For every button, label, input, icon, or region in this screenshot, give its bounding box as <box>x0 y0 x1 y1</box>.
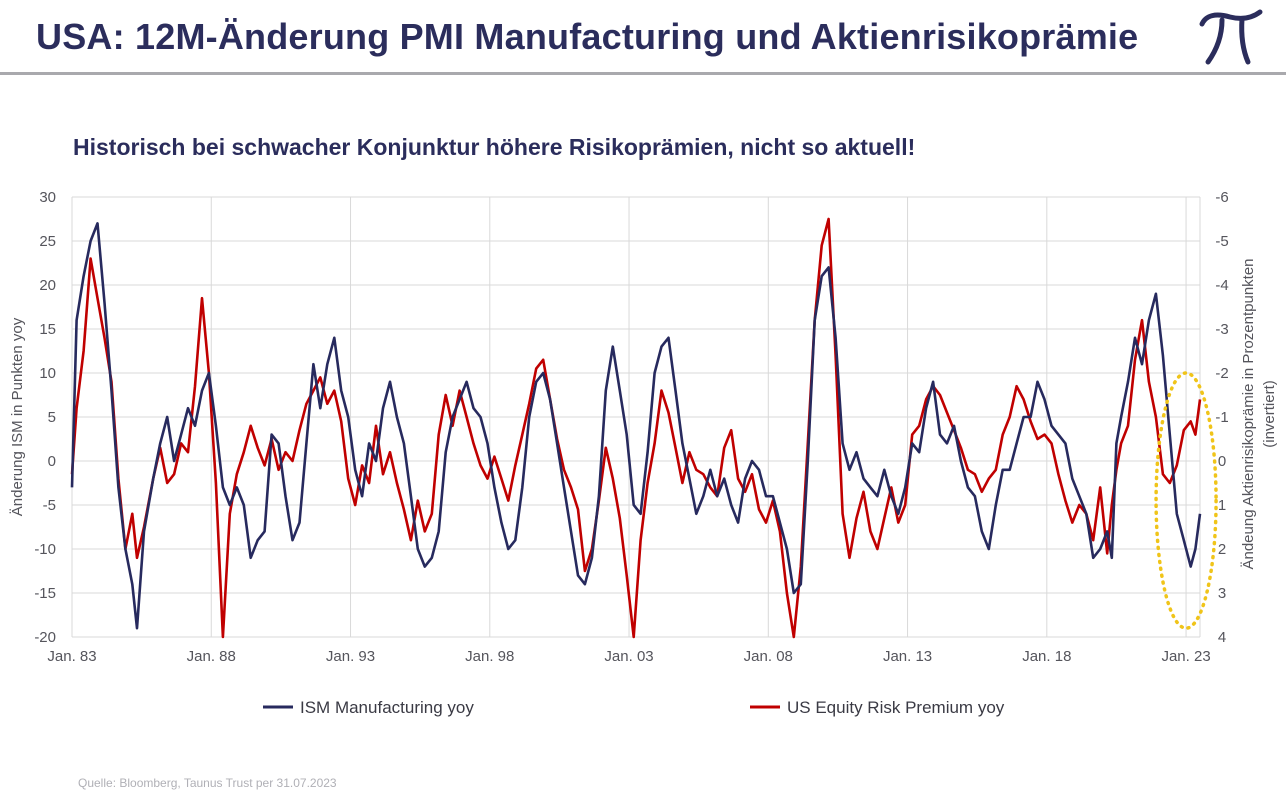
x-tick-label: Jan. 23 <box>1161 648 1210 665</box>
right-tick-label: -4 <box>1215 277 1228 294</box>
right-tick-label: -3 <box>1215 321 1228 338</box>
left-tick-label: 20 <box>39 277 56 294</box>
right-tick-label: 0 <box>1218 453 1226 470</box>
left-tick-label: -5 <box>43 497 56 514</box>
left-tick-label: 5 <box>48 409 56 426</box>
left-axis-title: Änderung ISM in Punkten yoy <box>9 317 26 516</box>
title-divider <box>0 72 1286 75</box>
chart-legend: ISM Manufacturing yoy US Equity Risk Pre… <box>263 698 1005 717</box>
right-axis-title-line2: (invertiert) <box>1261 380 1278 448</box>
left-tick-label: 15 <box>39 321 56 338</box>
highlight-ellipse <box>1154 371 1218 630</box>
left-tick-label: -20 <box>34 629 56 646</box>
left-axis-ticks: 30 25 20 15 10 5 0 -5 -10 -15 -20 <box>34 189 56 646</box>
left-tick-label: -15 <box>34 585 56 602</box>
x-tick-label: Jan. 88 <box>187 648 236 665</box>
taunus-trust-logo-icon <box>1199 9 1263 65</box>
source-note: Quelle: Bloomberg, Taunus Trust per 31.0… <box>78 776 337 790</box>
x-tick-label: Jan. 98 <box>465 648 514 665</box>
right-tick-label: -6 <box>1215 189 1228 206</box>
chart-subtitle: Historisch bei schwacher Konjunktur höhe… <box>73 134 916 160</box>
left-tick-label: 0 <box>48 453 56 470</box>
x-axis-ticks: Jan. 83 Jan. 88 Jan. 93 Jan. 98 Jan. 03 Jan. … <box>47 648 1210 665</box>
x-tick-label: Jan. 03 <box>604 648 653 665</box>
right-tick-label: 1 <box>1218 497 1226 514</box>
left-tick-label: -10 <box>34 541 56 558</box>
right-tick-label: -2 <box>1215 365 1228 382</box>
right-axis-ticks: -6 -5 -4 -3 -2 -1 0 1 2 3 4 <box>1215 189 1228 646</box>
right-tick-label: -5 <box>1215 233 1228 250</box>
series-line-erp <box>70 217 1202 639</box>
left-tick-label: 25 <box>39 233 56 250</box>
left-tick-label: 30 <box>39 189 56 206</box>
right-tick-label: 2 <box>1218 541 1226 558</box>
x-tick-label: Jan. 13 <box>883 648 932 665</box>
x-tick-label: Jan. 08 <box>744 648 793 665</box>
left-tick-label: 10 <box>39 365 56 382</box>
x-tick-label: Jan. 18 <box>1022 648 1071 665</box>
x-tick-label: Jan. 93 <box>326 648 375 665</box>
right-axis-title-line1: Ändeung Aktienrisikoprämie in Prozentpun… <box>1240 258 1257 569</box>
legend-label-erp: US Equity Risk Premium yoy <box>787 698 1005 717</box>
right-tick-label: 4 <box>1218 629 1226 646</box>
page-title: USA: 12M-Änderung PMI Manufacturing und … <box>36 16 1139 57</box>
right-tick-label: -1 <box>1215 409 1228 426</box>
right-tick-label: 3 <box>1218 585 1226 602</box>
x-tick-label: Jan. 83 <box>47 648 96 665</box>
legend-label-ism: ISM Manufacturing yoy <box>300 698 474 717</box>
series-line-ism <box>70 222 1202 630</box>
